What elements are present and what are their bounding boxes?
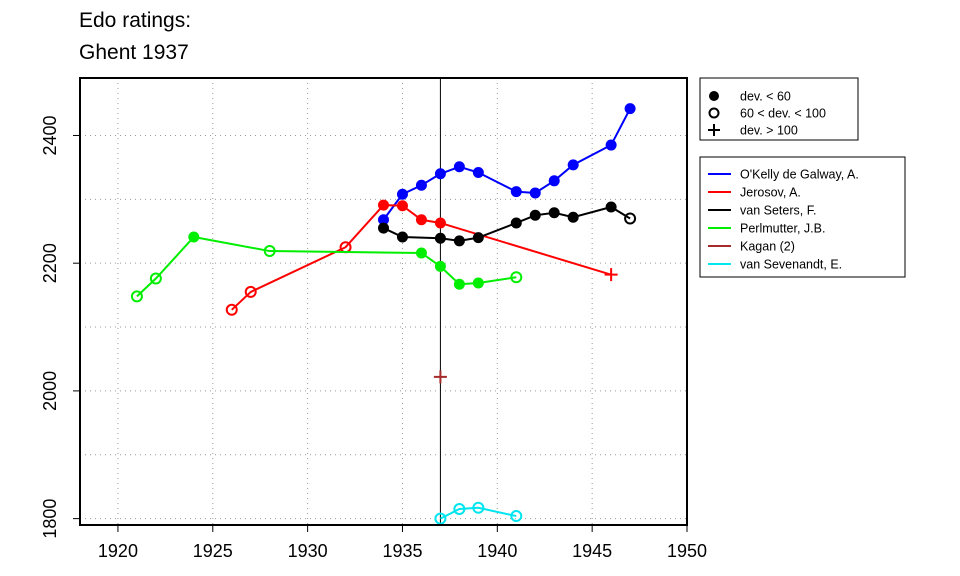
data-point	[188, 231, 200, 243]
data-point	[624, 212, 637, 225]
data-point	[434, 512, 447, 525]
data-point	[548, 207, 560, 219]
data-point	[472, 277, 484, 289]
x-tick-label: 1930	[288, 541, 328, 561]
data-point	[434, 232, 446, 244]
chart-title-line-2: Ghent 1937	[79, 41, 189, 64]
data-point	[434, 217, 446, 229]
data-point	[396, 231, 408, 243]
data-point	[605, 201, 617, 213]
data-point	[378, 199, 389, 211]
marker-legend-box	[699, 77, 859, 141]
data-point	[510, 510, 523, 523]
data-point	[149, 272, 162, 285]
data-point	[567, 211, 579, 223]
series-0	[378, 103, 636, 226]
data-point	[263, 245, 276, 258]
data-point	[548, 175, 560, 187]
data-point	[453, 235, 465, 247]
chart-title-line-1: Edo ratings:	[79, 9, 191, 32]
x-axis: 1920 1925 1930 1935 1940 1945 1950	[98, 525, 707, 561]
x-tick-label: 1945	[572, 541, 612, 561]
plot-frame	[79, 77, 688, 526]
marker-legend-symbol	[708, 107, 720, 119]
grid	[80, 78, 688, 525]
series-line	[439, 506, 517, 520]
series-4	[433, 370, 447, 384]
series-legend-label: Kagan (2)	[740, 240, 795, 254]
data-point	[529, 209, 541, 221]
y-tick-label: 2400	[40, 115, 60, 155]
series-legend-label: Jerosov, A.	[740, 186, 801, 200]
data-point	[434, 260, 446, 272]
series-legend-label: van Sevenandt, E.	[740, 258, 842, 272]
series-layer	[130, 103, 637, 525]
y-tick-label: 2200	[40, 243, 60, 283]
x-tick-label: 1935	[382, 541, 422, 561]
x-tick-label: 1940	[477, 541, 517, 561]
data-point	[605, 139, 617, 151]
x-tick-label: 1920	[98, 541, 138, 561]
marker-legend-label: 60 < dev. < 100	[740, 107, 826, 121]
marker-legend-label: dev. < 60	[740, 90, 791, 104]
series-legend-box	[699, 156, 906, 278]
data-point	[225, 303, 238, 316]
x-tick-label: 1950	[667, 541, 707, 561]
series-legend-label: van Seters, F.	[740, 204, 816, 218]
data-point	[434, 168, 446, 180]
data-point	[396, 188, 408, 200]
data-point	[453, 161, 465, 173]
data-point	[624, 103, 636, 115]
series-legend-label: Perlmutter, J.B.	[740, 222, 825, 236]
series-legend-label: O'Kelly de Galway, A.	[740, 168, 859, 182]
data-point	[472, 167, 484, 179]
data-point	[510, 186, 522, 198]
marker-legend-symbol	[709, 91, 719, 101]
data-point	[130, 290, 143, 303]
data-point	[415, 179, 427, 191]
series-line	[382, 108, 631, 221]
data-point	[510, 271, 523, 284]
data-point	[604, 268, 618, 282]
series-5	[434, 501, 523, 525]
data-point	[378, 222, 389, 234]
data-point	[433, 370, 447, 384]
data-point	[567, 159, 579, 171]
data-point	[415, 247, 427, 259]
y-axis: 1800 2000 2200 2400	[40, 115, 80, 539]
data-point	[529, 187, 541, 199]
marker-legend: dev. < 60 60 < dev. < 100 dev. > 100	[699, 77, 859, 141]
marker-legend-label: dev. > 100	[740, 124, 798, 138]
data-point	[472, 501, 485, 514]
data-point	[415, 214, 427, 226]
chart-title: Edo ratings: Ghent 1937	[79, 9, 191, 64]
data-point	[453, 503, 466, 516]
y-tick-label: 2000	[40, 371, 60, 411]
data-point	[510, 217, 522, 229]
series-2	[378, 201, 637, 247]
marker-legend-symbol	[708, 124, 720, 136]
x-tick-label: 1925	[193, 541, 233, 561]
series-3	[130, 231, 523, 303]
data-point	[472, 232, 484, 244]
y-tick-label: 1800	[40, 499, 60, 539]
data-point	[396, 200, 408, 212]
data-point	[244, 285, 257, 298]
series-legend: O'Kelly de Galway, A. Jerosov, A. van Sete…	[699, 156, 906, 278]
data-point	[453, 278, 465, 290]
